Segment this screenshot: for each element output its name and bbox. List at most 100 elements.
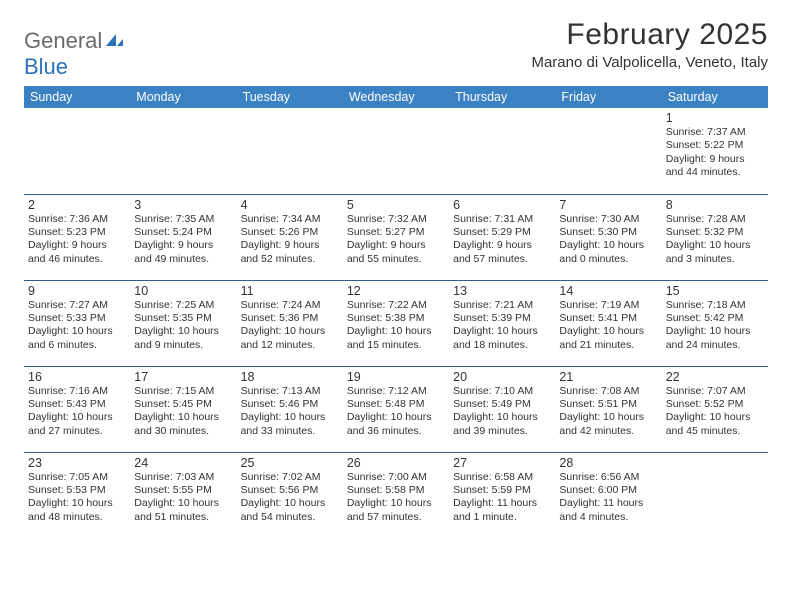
daylight-line-2: and 52 minutes.: [241, 253, 339, 266]
calendar-cell: 25Sunrise: 7:02 AMSunset: 5:56 PMDayligh…: [237, 452, 343, 538]
day-details: Sunrise: 7:31 AMSunset: 5:29 PMDaylight:…: [453, 213, 551, 267]
sunset-line: Sunset: 5:39 PM: [453, 312, 551, 325]
day-details: Sunrise: 7:22 AMSunset: 5:38 PMDaylight:…: [347, 299, 445, 353]
day-details: Sunrise: 7:19 AMSunset: 5:41 PMDaylight:…: [559, 299, 657, 353]
daylight-line-1: Daylight: 10 hours: [28, 411, 126, 424]
sunset-line: Sunset: 5:26 PM: [241, 226, 339, 239]
day-details: Sunrise: 7:10 AMSunset: 5:49 PMDaylight:…: [453, 385, 551, 439]
day-number: 24: [134, 456, 232, 470]
weekday-header: Thursday: [449, 86, 555, 108]
day-details: Sunrise: 7:24 AMSunset: 5:36 PMDaylight:…: [241, 299, 339, 353]
sunset-line: Sunset: 5:33 PM: [28, 312, 126, 325]
calendar-cell: 5Sunrise: 7:32 AMSunset: 5:27 PMDaylight…: [343, 194, 449, 280]
day-number: 11: [241, 284, 339, 298]
daylight-line-2: and 48 minutes.: [28, 511, 126, 524]
daylight-line-2: and 1 minute.: [453, 511, 551, 524]
sunset-line: Sunset: 6:00 PM: [559, 484, 657, 497]
calendar-body: 1Sunrise: 7:37 AMSunset: 5:22 PMDaylight…: [24, 108, 768, 538]
daylight-line-2: and 44 minutes.: [666, 166, 764, 179]
day-number: 14: [559, 284, 657, 298]
calendar-row: 9Sunrise: 7:27 AMSunset: 5:33 PMDaylight…: [24, 280, 768, 366]
calendar-row: 2Sunrise: 7:36 AMSunset: 5:23 PMDaylight…: [24, 194, 768, 280]
daylight-line-1: Daylight: 10 hours: [134, 497, 232, 510]
sunset-line: Sunset: 5:46 PM: [241, 398, 339, 411]
calendar-cell: 28Sunrise: 6:56 AMSunset: 6:00 PMDayligh…: [555, 452, 661, 538]
day-number: 21: [559, 370, 657, 384]
day-details: Sunrise: 7:30 AMSunset: 5:30 PMDaylight:…: [559, 213, 657, 267]
daylight-line-1: Daylight: 10 hours: [666, 325, 764, 338]
day-details: Sunrise: 7:13 AMSunset: 5:46 PMDaylight:…: [241, 385, 339, 439]
daylight-line-1: Daylight: 10 hours: [453, 411, 551, 424]
sunrise-line: Sunrise: 7:37 AM: [666, 126, 764, 139]
daylight-line-2: and 57 minutes.: [453, 253, 551, 266]
calendar-cell: 27Sunrise: 6:58 AMSunset: 5:59 PMDayligh…: [449, 452, 555, 538]
sunset-line: Sunset: 5:24 PM: [134, 226, 232, 239]
calendar-cell: 14Sunrise: 7:19 AMSunset: 5:41 PMDayligh…: [555, 280, 661, 366]
daylight-line-2: and 27 minutes.: [28, 425, 126, 438]
day-details: Sunrise: 7:08 AMSunset: 5:51 PMDaylight:…: [559, 385, 657, 439]
weekday-header: Wednesday: [343, 86, 449, 108]
sunrise-line: Sunrise: 7:12 AM: [347, 385, 445, 398]
sunset-line: Sunset: 5:49 PM: [453, 398, 551, 411]
day-details: Sunrise: 7:18 AMSunset: 5:42 PMDaylight:…: [666, 299, 764, 353]
sunset-line: Sunset: 5:56 PM: [241, 484, 339, 497]
daylight-line-2: and 0 minutes.: [559, 253, 657, 266]
sunset-line: Sunset: 5:45 PM: [134, 398, 232, 411]
daylight-line-1: Daylight: 9 hours: [28, 239, 126, 252]
day-number: 17: [134, 370, 232, 384]
calendar-cell: 12Sunrise: 7:22 AMSunset: 5:38 PMDayligh…: [343, 280, 449, 366]
daylight-line-2: and 51 minutes.: [134, 511, 232, 524]
calendar-cell: [24, 108, 130, 194]
sunset-line: Sunset: 5:29 PM: [453, 226, 551, 239]
sunrise-line: Sunrise: 7:07 AM: [666, 385, 764, 398]
daylight-line-2: and 46 minutes.: [28, 253, 126, 266]
calendar-cell: 19Sunrise: 7:12 AMSunset: 5:48 PMDayligh…: [343, 366, 449, 452]
daylight-line-1: Daylight: 9 hours: [241, 239, 339, 252]
calendar-cell: 23Sunrise: 7:05 AMSunset: 5:53 PMDayligh…: [24, 452, 130, 538]
weekday-header: Sunday: [24, 86, 130, 108]
daylight-line-2: and 6 minutes.: [28, 339, 126, 352]
logo-word-blue: Blue: [24, 54, 68, 79]
calendar-cell: 6Sunrise: 7:31 AMSunset: 5:29 PMDaylight…: [449, 194, 555, 280]
daylight-line-1: Daylight: 10 hours: [347, 411, 445, 424]
daylight-line-2: and 36 minutes.: [347, 425, 445, 438]
day-number: 26: [347, 456, 445, 470]
calendar-cell: 26Sunrise: 7:00 AMSunset: 5:58 PMDayligh…: [343, 452, 449, 538]
day-number: 28: [559, 456, 657, 470]
day-number: 13: [453, 284, 551, 298]
calendar-cell: 21Sunrise: 7:08 AMSunset: 5:51 PMDayligh…: [555, 366, 661, 452]
sunrise-line: Sunrise: 7:10 AM: [453, 385, 551, 398]
sunset-line: Sunset: 5:32 PM: [666, 226, 764, 239]
sunset-line: Sunset: 5:38 PM: [347, 312, 445, 325]
calendar-cell: 20Sunrise: 7:10 AMSunset: 5:49 PMDayligh…: [449, 366, 555, 452]
daylight-line-1: Daylight: 10 hours: [28, 325, 126, 338]
daylight-line-1: Daylight: 10 hours: [559, 325, 657, 338]
daylight-line-2: and 54 minutes.: [241, 511, 339, 524]
daylight-line-2: and 18 minutes.: [453, 339, 551, 352]
day-details: Sunrise: 7:15 AMSunset: 5:45 PMDaylight:…: [134, 385, 232, 439]
sunset-line: Sunset: 5:51 PM: [559, 398, 657, 411]
calendar-cell: 4Sunrise: 7:34 AMSunset: 5:26 PMDaylight…: [237, 194, 343, 280]
sunrise-line: Sunrise: 6:56 AM: [559, 471, 657, 484]
day-details: Sunrise: 7:02 AMSunset: 5:56 PMDaylight:…: [241, 471, 339, 525]
sunset-line: Sunset: 5:23 PM: [28, 226, 126, 239]
daylight-line-2: and 12 minutes.: [241, 339, 339, 352]
daylight-line-1: Daylight: 9 hours: [453, 239, 551, 252]
sunrise-line: Sunrise: 7:02 AM: [241, 471, 339, 484]
sunrise-line: Sunrise: 7:28 AM: [666, 213, 764, 226]
calendar-cell: 16Sunrise: 7:16 AMSunset: 5:43 PMDayligh…: [24, 366, 130, 452]
sunrise-line: Sunrise: 7:32 AM: [347, 213, 445, 226]
sunset-line: Sunset: 5:30 PM: [559, 226, 657, 239]
day-number: 15: [666, 284, 764, 298]
calendar-cell: 2Sunrise: 7:36 AMSunset: 5:23 PMDaylight…: [24, 194, 130, 280]
sunset-line: Sunset: 5:53 PM: [28, 484, 126, 497]
day-number: 25: [241, 456, 339, 470]
day-details: Sunrise: 7:03 AMSunset: 5:55 PMDaylight:…: [134, 471, 232, 525]
day-number: 23: [28, 456, 126, 470]
daylight-line-1: Daylight: 11 hours: [559, 497, 657, 510]
sunset-line: Sunset: 5:27 PM: [347, 226, 445, 239]
daylight-line-2: and 55 minutes.: [347, 253, 445, 266]
calendar-cell: 15Sunrise: 7:18 AMSunset: 5:42 PMDayligh…: [662, 280, 768, 366]
sunset-line: Sunset: 5:41 PM: [559, 312, 657, 325]
logo-sail-icon: [104, 28, 124, 54]
